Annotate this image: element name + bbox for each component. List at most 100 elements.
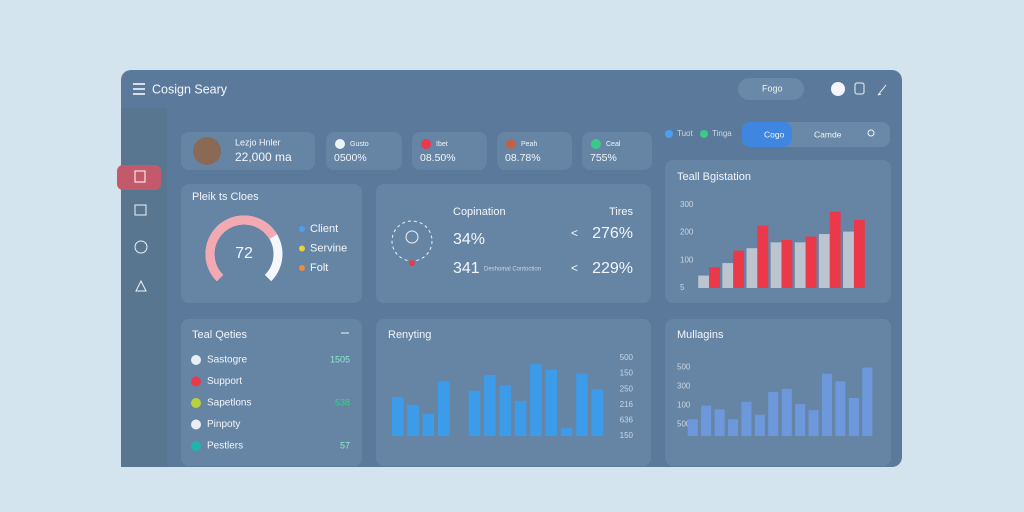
nav-icon[interactable] bbox=[134, 170, 146, 183]
bar bbox=[768, 391, 779, 436]
avatar bbox=[193, 137, 221, 165]
bar bbox=[781, 239, 793, 288]
chart-title: Renyting bbox=[388, 329, 431, 341]
bar bbox=[843, 231, 854, 288]
legend-dot bbox=[665, 130, 673, 138]
chart-card bbox=[376, 319, 651, 466]
legend-dot bbox=[299, 226, 305, 232]
card-title: Copination bbox=[453, 206, 506, 218]
y-tick-label: 100 bbox=[677, 401, 691, 410]
bar bbox=[560, 428, 573, 436]
y-tick-label: 300 bbox=[677, 382, 691, 391]
bar bbox=[754, 414, 765, 436]
chart-title: Teall Bgistation bbox=[677, 171, 751, 183]
bar bbox=[714, 409, 725, 436]
stat-icon bbox=[421, 139, 431, 149]
bar bbox=[746, 248, 758, 288]
bar bbox=[835, 381, 846, 436]
stat-label: Ibet bbox=[436, 141, 448, 148]
bar bbox=[795, 404, 806, 436]
y-tick-label: 300 bbox=[680, 200, 694, 209]
metric-change: 276% bbox=[592, 225, 633, 242]
y-tick-label: 5 bbox=[680, 283, 685, 292]
list-dot bbox=[191, 419, 201, 430]
bar bbox=[808, 410, 819, 436]
stat-value: 08.50% bbox=[420, 152, 456, 164]
tab-label[interactable]: Cogo bbox=[764, 129, 785, 139]
bar bbox=[514, 400, 527, 436]
bar bbox=[437, 381, 450, 436]
bar bbox=[701, 405, 712, 436]
bar bbox=[770, 242, 782, 288]
dropdown[interactable] bbox=[738, 78, 804, 100]
list-name: Pinpoty bbox=[207, 419, 240, 430]
bar bbox=[862, 367, 873, 436]
bar bbox=[468, 390, 481, 436]
bar bbox=[391, 397, 404, 436]
legend-label: Tuot bbox=[677, 129, 693, 138]
y-tick-label: 200 bbox=[680, 227, 694, 236]
bar bbox=[499, 385, 511, 436]
stat-label: Peah bbox=[521, 141, 537, 148]
bar bbox=[848, 398, 859, 436]
legend-label: Folt bbox=[310, 262, 328, 274]
bar bbox=[805, 236, 817, 288]
list-card bbox=[181, 319, 362, 466]
profile-value: 22,000 ma bbox=[235, 150, 292, 164]
stat-card bbox=[412, 132, 487, 170]
metric-value: 341 bbox=[453, 260, 480, 277]
nav-active[interactable] bbox=[117, 165, 161, 190]
dropdown-label: Fogo bbox=[762, 83, 783, 93]
list-dot bbox=[191, 355, 201, 365]
legend-dot bbox=[700, 130, 708, 138]
illustration bbox=[409, 260, 415, 266]
stat-card bbox=[497, 132, 572, 170]
app-title: Cosign Seary bbox=[152, 82, 228, 96]
bar bbox=[727, 419, 739, 436]
bar bbox=[733, 250, 745, 288]
y-tick-label: 250 bbox=[620, 384, 634, 393]
card-title: Teal Qeties bbox=[192, 329, 248, 341]
bar bbox=[722, 263, 734, 288]
stat-value: 755% bbox=[590, 152, 617, 164]
gauge-value-arc bbox=[205, 215, 278, 282]
stat-value: 08.78% bbox=[505, 152, 541, 164]
y-tick-label: 636 bbox=[620, 416, 634, 425]
profile-name: Lezjo Hnler bbox=[235, 137, 281, 147]
bar bbox=[741, 401, 752, 436]
legend-label: Tinga bbox=[712, 129, 732, 138]
metric-value: 34% bbox=[453, 231, 485, 248]
doc-icon[interactable] bbox=[854, 82, 865, 95]
bar bbox=[829, 211, 841, 288]
bar bbox=[591, 389, 604, 436]
list-value: 538 bbox=[335, 397, 350, 407]
bar bbox=[698, 275, 710, 288]
y-tick-label: 500 bbox=[677, 420, 691, 429]
stat-label: Gusto bbox=[350, 141, 369, 148]
user-icon[interactable] bbox=[831, 82, 845, 96]
tab-icon[interactable] bbox=[867, 129, 875, 137]
bar bbox=[576, 373, 588, 436]
menu-icon[interactable] bbox=[133, 83, 145, 95]
bar bbox=[687, 419, 698, 436]
y-tick-label: 216 bbox=[620, 400, 634, 409]
copination-card bbox=[376, 184, 651, 303]
bar bbox=[821, 373, 833, 436]
tab-label[interactable]: Camde bbox=[814, 129, 842, 139]
edit-icon[interactable] bbox=[877, 84, 887, 96]
stat-label: Ceal bbox=[606, 141, 621, 148]
list-dot bbox=[191, 441, 201, 451]
nav-icon[interactable] bbox=[134, 204, 147, 216]
tab-active[interactable] bbox=[742, 122, 792, 147]
y-tick-label: 150 bbox=[620, 431, 634, 440]
bar bbox=[422, 414, 435, 436]
nav-icon[interactable] bbox=[134, 240, 148, 254]
nav-icon[interactable] bbox=[135, 279, 147, 292]
y-tick-label: 500 bbox=[620, 353, 634, 362]
bar bbox=[407, 404, 419, 436]
stat-card bbox=[326, 132, 402, 170]
legend-label: Servine bbox=[310, 242, 347, 254]
arrow: < bbox=[571, 261, 578, 275]
list-value: 1505 bbox=[330, 354, 350, 364]
